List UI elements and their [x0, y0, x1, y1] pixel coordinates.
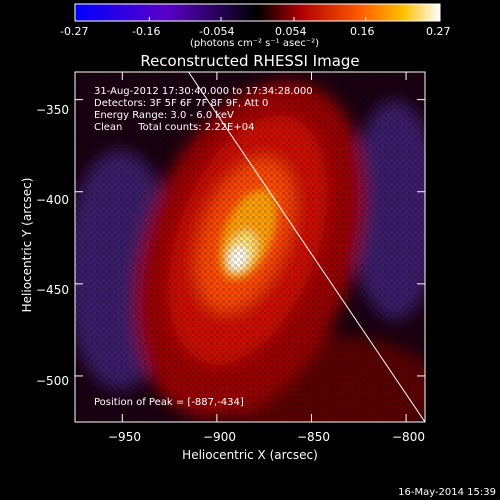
peak-position-label: Position of Peak = [-887,-434] — [94, 397, 244, 408]
info-line-clean: Clean Total counts: 2.22E+04 — [94, 122, 255, 133]
x-tick-label-850: −850 — [297, 430, 330, 444]
info-line-detectors: Detectors: 3F 5F 6F 7F 8F 9F, Att 0 — [94, 98, 269, 109]
observation-info: 31-Aug-2012 17:30:40.000 to 17:34:28.000… — [94, 86, 313, 134]
plot-frame — [74, 71, 426, 423]
y-tick-label-450: −450 — [36, 283, 69, 297]
solar-limb-line — [188, 72, 425, 422]
x-axis-label: Heliocentric X (arcsec) — [182, 448, 318, 462]
y-tick-label-400: −400 — [36, 193, 69, 207]
x-tick-label-800: −800 — [392, 430, 425, 444]
colorbar-tick-1: -0.16 — [132, 25, 161, 38]
colorbar-gradient — [74, 3, 441, 22]
chart-title: Reconstructed RHESSI Image — [140, 52, 360, 70]
colorbar-tick-2: -0.054 — [199, 25, 235, 38]
x-tick-label-900: −900 — [203, 430, 236, 444]
colorbar-units: (photons cm⁻² s⁻¹ asec⁻²) — [190, 38, 320, 49]
y-tick-label-500: −500 — [36, 374, 69, 388]
colorbar-tick-0: -0.27 — [60, 25, 89, 38]
x-tick-label-950: −950 — [108, 430, 141, 444]
y-tick-label-350: −350 — [36, 103, 69, 117]
heatmap-image — [75, 72, 425, 422]
colorbar-tick-4: 0.16 — [350, 25, 375, 38]
timestamp: 16-May-2014 15:39 — [398, 487, 496, 498]
info-line-time: 31-Aug-2012 17:30:40.000 to 17:34:28.000 — [94, 86, 313, 97]
y-axis-label: Heliocentric Y (arcsec) — [20, 177, 34, 313]
axis-ticks — [75, 72, 425, 422]
colorbar-ticks — [74, 17, 441, 21]
info-line-energy: Energy Range: 3.0 - 6.0 keV — [94, 110, 234, 121]
colorbar-tick-5: 0.27 — [426, 25, 451, 38]
colorbar-tick-3: 0.054 — [275, 25, 307, 38]
colorbar — [74, 3, 441, 22]
